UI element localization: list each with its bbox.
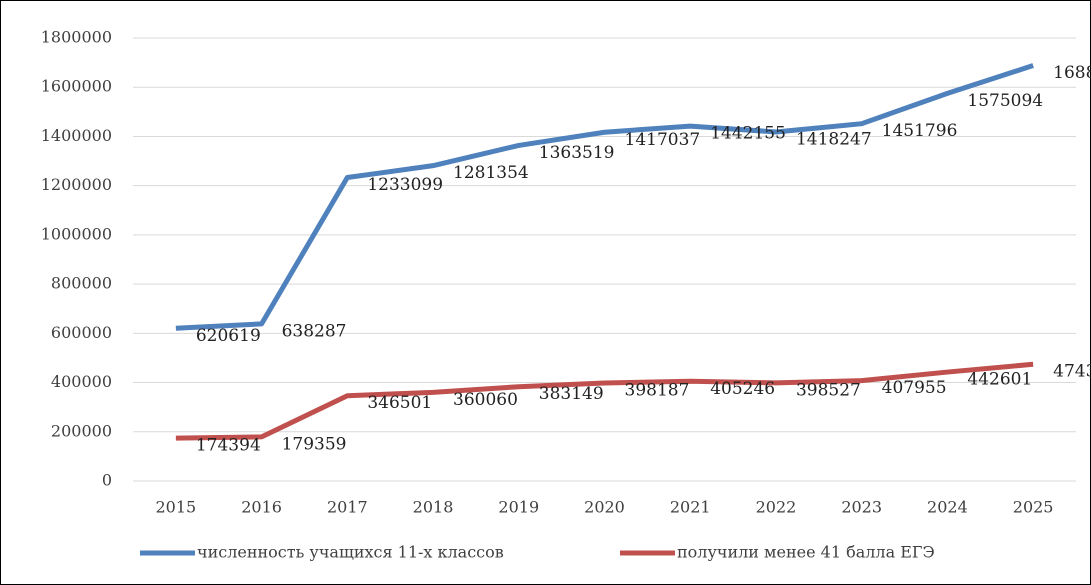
y-tick-label: 800000	[51, 274, 112, 293]
y-tick-label: 1800000	[41, 28, 112, 47]
x-tick-label: 2017	[327, 498, 368, 517]
data-label: 442601	[967, 370, 1032, 390]
legend-label: получили менее 41 балла ЕГЭ	[677, 543, 935, 562]
y-tick-label: 600000	[51, 323, 112, 342]
x-tick-label: 2022	[756, 498, 797, 517]
data-label: 1233099	[367, 175, 443, 195]
data-label: 638287	[282, 321, 347, 341]
data-label: 398187	[625, 381, 690, 401]
y-tick-label: 1600000	[41, 77, 112, 96]
data-label: 1363519	[539, 143, 615, 163]
data-label: 1451796	[882, 121, 958, 141]
x-tick-label: 2025	[1013, 498, 1054, 517]
legend-label: численность учащихся 11-х классов	[197, 543, 504, 562]
x-tick-label: 2021	[670, 498, 711, 517]
data-label: 179359	[282, 434, 347, 454]
data-label: 1688247	[1053, 63, 1091, 83]
y-tick-label: 1000000	[41, 224, 112, 243]
data-label: 405246	[710, 379, 775, 399]
data-label: 474397	[1053, 362, 1091, 382]
y-tick-label: 400000	[51, 372, 112, 391]
data-label: 360060	[453, 390, 518, 410]
data-label: 407955	[882, 378, 947, 398]
series-line	[175, 63, 1034, 331]
x-tick-label: 2015	[156, 498, 197, 517]
data-label: 1418247	[796, 129, 872, 149]
data-label: 1442155	[710, 124, 786, 144]
data-label: 1417037	[625, 130, 701, 150]
data-label: 346501	[367, 393, 432, 413]
data-label: 174394	[196, 436, 261, 456]
y-tick-label: 0	[102, 471, 112, 490]
x-tick-label: 2020	[584, 498, 625, 517]
y-tick-label: 1400000	[41, 126, 112, 145]
y-tick-label: 200000	[51, 421, 112, 440]
x-tick-label: 2016	[241, 498, 282, 517]
x-tick-label: 2023	[841, 498, 882, 517]
x-tick-label: 2019	[498, 498, 539, 517]
data-label: 1575094	[967, 91, 1043, 111]
data-label: 383149	[539, 384, 604, 404]
x-tick-label: 2024	[927, 498, 968, 517]
data-label: 1281354	[453, 163, 529, 183]
y-tick-label: 1200000	[41, 175, 112, 194]
data-label: 398527	[796, 380, 861, 400]
data-label: 620619	[196, 326, 261, 346]
x-tick-label: 2018	[413, 498, 454, 517]
series-line	[175, 361, 1034, 441]
